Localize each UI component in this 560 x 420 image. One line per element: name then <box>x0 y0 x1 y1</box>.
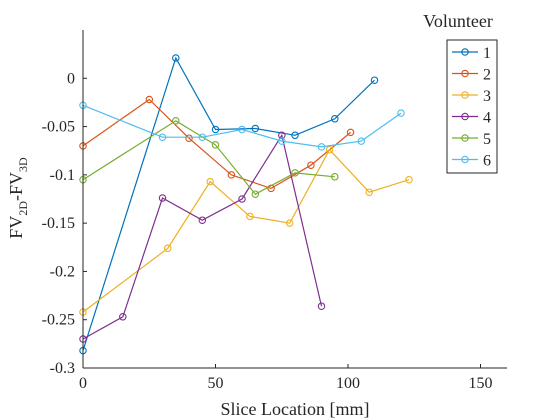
data-point <box>119 313 127 321</box>
series-3 <box>79 145 413 316</box>
legend-entry-3: 3 <box>452 88 491 105</box>
legend-label: 6 <box>483 153 491 170</box>
data-point <box>158 133 167 141</box>
series-2 <box>79 95 355 193</box>
x-tick-label: 150 <box>469 375 493 392</box>
data-point <box>206 177 214 186</box>
data-point <box>278 137 286 145</box>
x-tick-label: 50 <box>208 375 224 392</box>
y-tick-label: -0.05 <box>42 119 75 136</box>
y-label-sub-2: 3D <box>16 157 30 172</box>
legend-marker <box>461 91 469 99</box>
axes: 0 50 100 150 -0.3 -0.25 -0.2 -0.15 -0.1 -0.05 0 <box>42 30 507 392</box>
series-line-4 <box>82 133 323 340</box>
data-point <box>278 131 286 140</box>
y-tick-label: -0.15 <box>42 215 75 232</box>
x-tick-label: 0 <box>79 375 87 392</box>
data-point <box>211 141 220 149</box>
series-line-1 <box>82 56 375 351</box>
data-point <box>251 190 260 198</box>
series-4 <box>79 131 326 343</box>
data-point <box>172 117 180 125</box>
y-tick-label: 0 <box>67 70 75 87</box>
data-point <box>164 244 172 253</box>
data-point <box>251 124 260 133</box>
legend-label: 2 <box>483 67 491 84</box>
data-point <box>198 133 207 141</box>
data-point <box>370 76 379 84</box>
legend-marker <box>461 48 469 56</box>
y-tick-label: -0.25 <box>42 312 75 329</box>
x-tick-label: 100 <box>336 375 360 392</box>
data-point <box>357 137 366 145</box>
legend-label: 5 <box>483 131 491 148</box>
data-point <box>238 195 246 203</box>
legend-marker <box>461 69 469 78</box>
series-line-3 <box>82 148 410 313</box>
data-point <box>291 169 299 177</box>
legend-title: Volunteer <box>423 11 493 31</box>
data-point <box>238 125 246 134</box>
legend-label: 1 <box>483 45 491 62</box>
data-point <box>211 125 220 134</box>
plot-area <box>79 54 413 355</box>
data-point <box>405 175 413 184</box>
series-line-5 <box>82 120 335 195</box>
data-point <box>158 194 167 202</box>
data-point <box>331 115 339 123</box>
y-tick-label: -0.1 <box>50 167 75 184</box>
legend: 1 2 3 4 5 6 <box>446 39 498 174</box>
y-axis-label: FV2D-FV3D <box>6 157 30 239</box>
data-point <box>317 302 326 310</box>
data-point <box>172 54 180 62</box>
data-point <box>198 216 207 224</box>
data-point <box>185 134 193 142</box>
data-point <box>227 171 236 179</box>
data-point <box>331 173 339 181</box>
legend-entry-4: 4 <box>452 110 491 127</box>
series-5 <box>79 117 339 198</box>
data-point <box>365 188 373 196</box>
y-tick-label: -0.3 <box>50 360 75 377</box>
data-point <box>145 95 154 104</box>
y-label-sub-1: 2D <box>16 201 30 216</box>
data-point <box>317 143 326 151</box>
legend-label: 3 <box>483 88 491 105</box>
x-axis-label: Slice Location [mm] <box>221 399 370 419</box>
legend-label: 4 <box>483 110 491 127</box>
y-tick-label: -0.2 <box>50 263 75 280</box>
legend-entry-2: 2 <box>452 67 491 84</box>
legend-entry-5: 5 <box>452 131 491 148</box>
data-point <box>325 145 334 154</box>
series-line-2 <box>82 98 351 190</box>
legend-box <box>446 39 498 174</box>
legend-marker <box>461 112 469 121</box>
data-point <box>285 219 294 227</box>
legend-marker <box>461 155 469 164</box>
legend-entry-1: 1 <box>452 45 491 62</box>
data-point <box>397 109 405 117</box>
series-line-6 <box>82 104 402 148</box>
data-point <box>307 161 315 169</box>
data-point <box>346 128 355 137</box>
data-point <box>246 212 254 221</box>
series-1 <box>79 54 379 355</box>
y-label-mid: -FV <box>6 172 26 201</box>
series-6 <box>79 101 405 151</box>
legend-entry-6: 6 <box>452 153 491 170</box>
legend-marker <box>461 134 469 142</box>
data-point <box>291 131 299 140</box>
y-label-base: FV <box>6 216 26 239</box>
